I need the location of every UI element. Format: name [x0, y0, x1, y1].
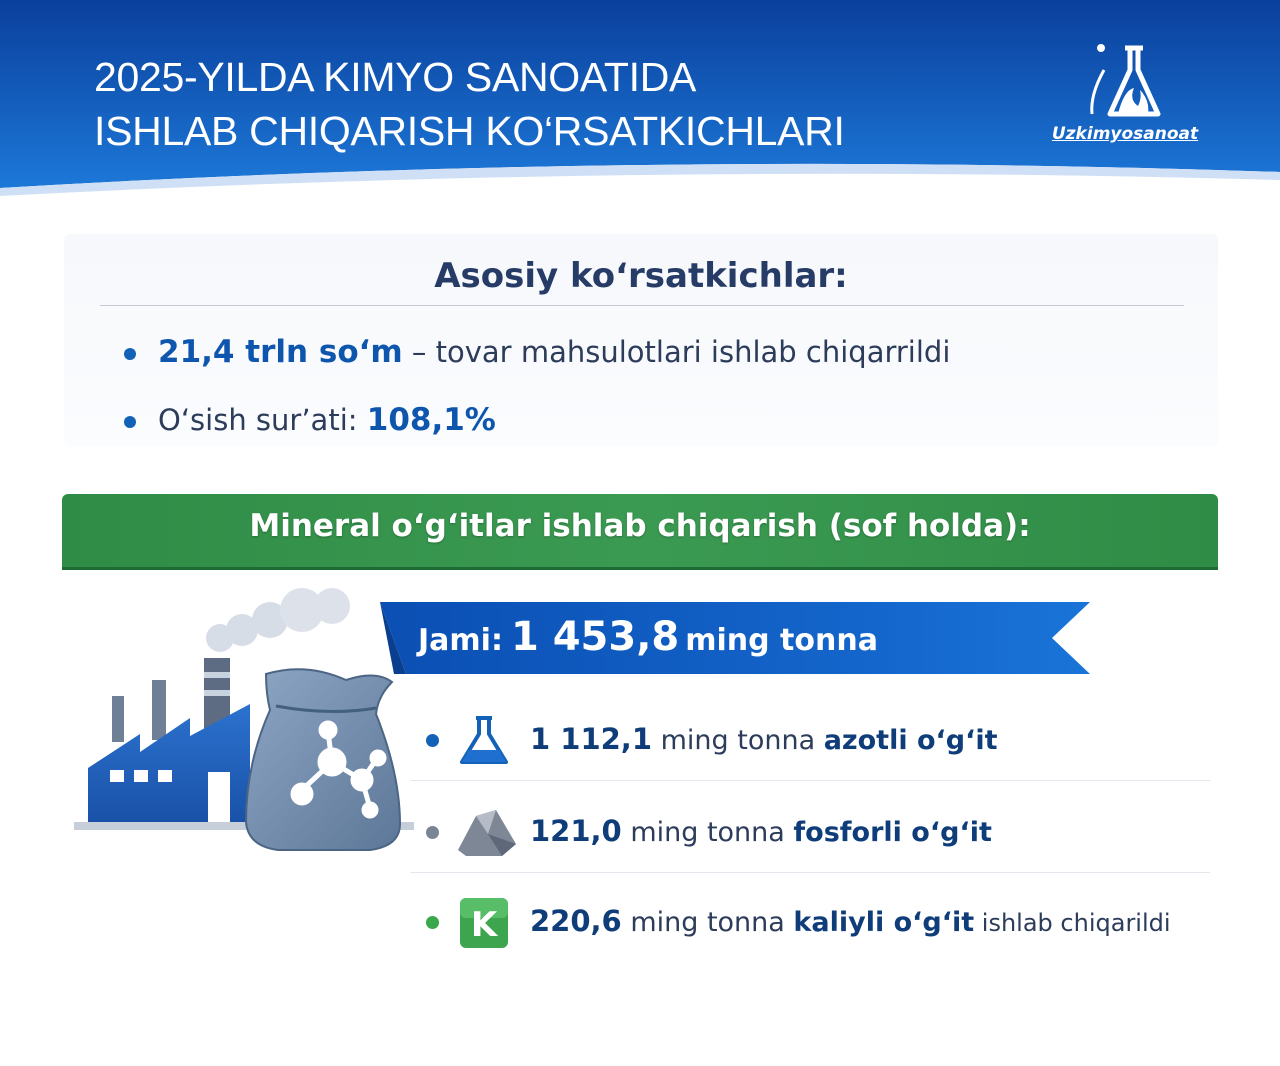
potassium-suffix: ishlab chiqarildi: [974, 909, 1171, 937]
bullet-icon: [426, 826, 439, 839]
rock-icon: [458, 810, 516, 856]
nitrogen-value: 1 112,1: [530, 722, 653, 756]
bullet-icon: [124, 416, 136, 428]
banner-underline: [62, 567, 1218, 570]
divider: [100, 305, 1184, 306]
bullet-icon: [124, 348, 136, 360]
potassium-name: kaliyli o‘g‘it: [793, 907, 975, 938]
factory-icon: [74, 588, 414, 830]
output-text: – tovar mahsulotlari ishlab chiqarrildi: [402, 335, 951, 369]
phosphorus-unit: ming tonna: [621, 817, 794, 848]
growth-label: O‘sish sur’ati:: [158, 403, 367, 437]
divider: [410, 780, 1210, 781]
factory-and-bag-illustration: [74, 588, 414, 851]
flask-icon: [460, 716, 508, 764]
indicator-line-growth: O‘sish sur’ati: 108,1%: [124, 402, 496, 438]
indicator-line-output: 21,4 trln so‘m – tovar mahsulotlari ishl…: [124, 334, 950, 370]
nitrogen-unit: ming tonna: [652, 725, 824, 756]
phosphorus-name: fosforli o‘g‘it: [793, 817, 992, 848]
fertilizer-section-title: Mineral o‘g‘itlar ishlab chiqarish (sof …: [249, 508, 1031, 544]
nitrogen-name: azotli o‘g‘it: [823, 725, 998, 756]
fertilizer-bag-icon: [244, 668, 402, 851]
total-label-prefix: Jami:: [418, 623, 503, 658]
total-unit: ming tonna: [685, 623, 878, 658]
potassium-text: 220,6 ming tonna kaliyli o‘g‘it ishlab c…: [530, 904, 1171, 938]
fertilizer-section-banner: Mineral o‘g‘itlar ishlab chiqarish (sof …: [62, 494, 1218, 570]
bullet-icon: [426, 916, 439, 929]
nitrogen-text: 1 112,1 ming tonna azotli o‘g‘it: [530, 722, 998, 756]
header-background: [0, 0, 1280, 196]
total-value: 1 453,8: [510, 614, 680, 660]
logo-caption: Uzkimyosanoat: [1051, 124, 1199, 144]
total-label: Jami: 1 453,8 ming tonna: [418, 614, 878, 660]
divider: [410, 872, 1210, 873]
potassium-unit: ming tonna: [621, 907, 794, 938]
key-indicators-card: Asosiy ko‘rsatkichlar: 21,4 trln so‘m – …: [64, 234, 1218, 446]
growth-value: 108,1%: [366, 402, 496, 438]
header-banner: 2025-YILDA KIMYO SANOATIDA ISHLAB CHIQAR…: [0, 0, 1280, 200]
title-line-1: 2025-YILDA KIMYO SANOATIDA: [94, 54, 697, 100]
phosphorus-text: 121,0 ming tonna fosforli o‘g‘it: [530, 814, 992, 848]
bullet-icon: [426, 734, 439, 747]
title-line-2: ISHLAB CHIQARISH KO‘RSATKICHLARI: [94, 108, 845, 154]
flask-logo-icon: [1090, 44, 1161, 117]
potassium-k-icon: K: [460, 898, 508, 948]
page-title: 2025-YILDA KIMYO SANOATIDA ISHLAB CHIQAR…: [94, 50, 845, 158]
total-ribbon: [380, 602, 1090, 674]
output-value: 21,4 trln so‘m: [158, 334, 403, 370]
potassium-k-letter: K: [471, 905, 499, 945]
key-indicators-title: Asosiy ko‘rsatkichlar:: [434, 256, 848, 296]
uzkimyosanoat-logo: Uzkimyosanoat: [1030, 40, 1220, 150]
potassium-value: 220,6: [530, 904, 622, 938]
phosphorus-value: 121,0: [530, 814, 622, 848]
